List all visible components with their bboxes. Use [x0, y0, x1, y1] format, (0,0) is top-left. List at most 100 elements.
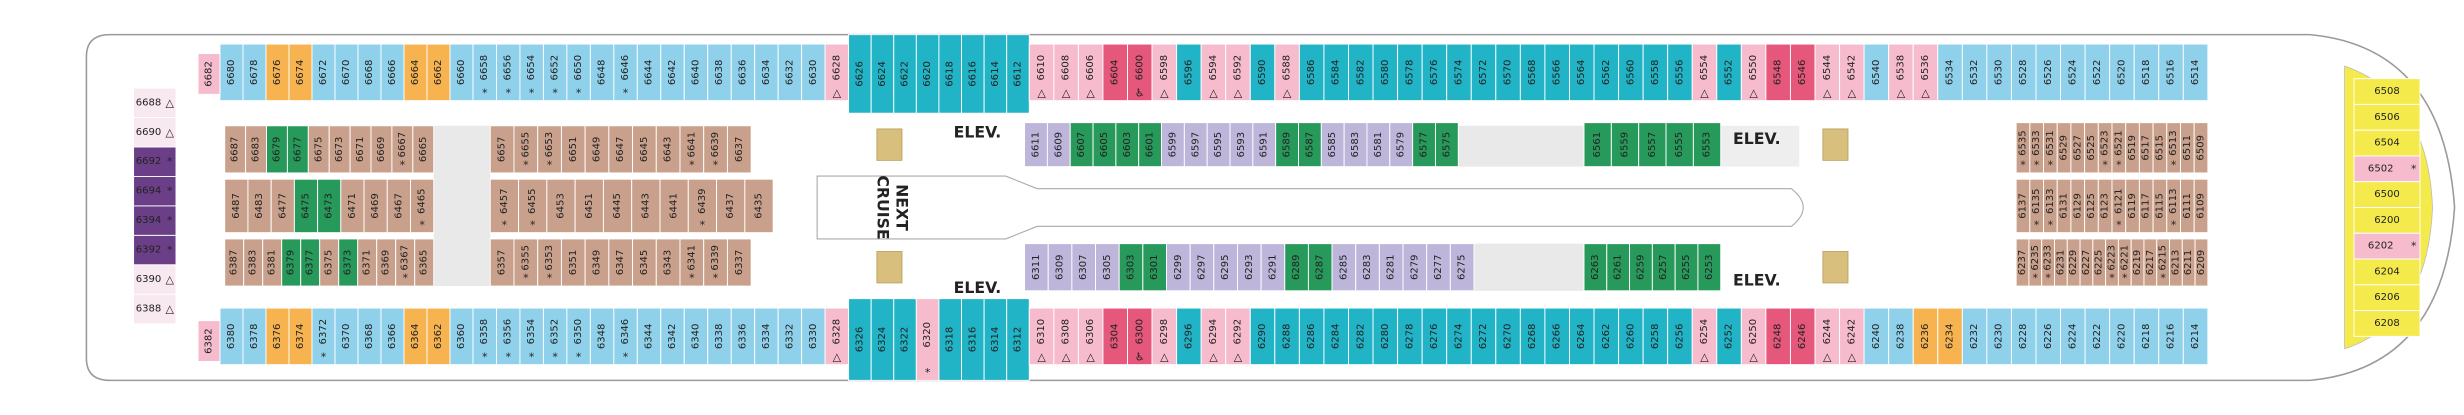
cabin-number: 6123	[2100, 193, 2111, 219]
cabin	[2010, 307, 2037, 366]
cabin-number: 6609	[1053, 132, 1064, 158]
cabin-number: 6253	[1704, 254, 1715, 280]
cabin-number: 6577	[1419, 132, 1430, 158]
cabin-number: 6262	[1601, 324, 1612, 350]
cabin-number: 6586	[1306, 60, 1317, 86]
cabin-number: 6328	[831, 319, 842, 345]
cabin	[2194, 238, 2209, 287]
cabin-number: 6599	[1167, 132, 1178, 158]
cabin-number: 6314	[990, 327, 1001, 353]
cabin-number: 6534	[1945, 60, 1956, 86]
cabin-number: 6636	[737, 60, 748, 86]
cabin-number: 6645	[639, 137, 650, 163]
cabin-number: 6660	[456, 60, 467, 86]
cabin-number: 6237	[2017, 250, 2028, 276]
cabin	[1697, 243, 1722, 292]
cabin-number: 6630	[808, 60, 819, 86]
cabin-number: 6307	[1078, 254, 1089, 280]
cabin-number: 6546	[1797, 60, 1808, 86]
cabin-symbol: *	[2033, 272, 2039, 285]
cabin-number: 6531	[2045, 130, 2056, 156]
cabin-symbol: *	[529, 86, 535, 99]
cabin-number: 6643	[663, 137, 674, 163]
cabin-number: 6387	[229, 250, 240, 276]
cabin	[197, 320, 221, 362]
cabin-number: 6371	[362, 250, 373, 276]
cabin	[1814, 43, 1841, 102]
cabin	[133, 234, 177, 266]
cabin-number: 6637	[734, 137, 745, 163]
cabin	[726, 238, 752, 287]
cabin	[1519, 43, 1546, 102]
cabin-symbol: *	[552, 350, 558, 363]
cabin-number: 6250	[1748, 319, 1759, 345]
cabin	[726, 125, 752, 174]
cabin-number: 6647	[615, 137, 626, 163]
cabin-number: 6218	[2141, 324, 2152, 350]
cabin-number: 6373	[343, 250, 354, 276]
cabin-number: 6559	[1620, 132, 1631, 158]
cabin-number: 6538	[1895, 55, 1906, 81]
cabin-number: 6475	[300, 193, 311, 219]
cabin-number: 6453	[556, 193, 567, 219]
cabin-number: 6544	[1822, 55, 1833, 81]
cabin-number: 6135	[2031, 188, 2042, 214]
cabin-number: 6111	[2182, 193, 2193, 219]
cabin	[1765, 43, 1791, 102]
cabin-number: 6263	[1590, 254, 1601, 280]
cabin-number: 6208	[2374, 318, 2400, 329]
cabin	[1691, 43, 1718, 102]
cabin-number: 6598	[1159, 55, 1170, 81]
cabin-number: 6525	[2086, 135, 2097, 161]
stairs	[876, 251, 903, 284]
cabin-number: 6562	[1601, 60, 1612, 86]
cabin-number: 6318	[945, 327, 956, 353]
cabin	[1691, 307, 1718, 366]
cabin-symbol: △	[1086, 86, 1095, 99]
cabin	[1692, 122, 1722, 168]
cabin-number: 6240	[1871, 324, 1882, 350]
cabin-number: 6680	[226, 60, 237, 86]
cabin	[1863, 43, 1890, 102]
cabin-number: 6587	[1304, 132, 1315, 158]
cabin-number: 6294	[1208, 319, 1219, 345]
cabin	[1665, 122, 1694, 168]
cabin-number: 6610	[1036, 55, 1047, 81]
cabin	[2353, 155, 2421, 183]
cabin-symbol: △	[1700, 350, 1709, 363]
cabin-symbol: *	[2411, 162, 2417, 175]
cabin-number: 6435	[754, 193, 765, 219]
cabin-number: 6238	[1895, 324, 1906, 350]
cabin-number: 6552	[1724, 60, 1735, 86]
cabin-number: 6616	[967, 61, 978, 87]
cabin-symbol: *	[402, 272, 408, 285]
cabin-number: 6381	[267, 250, 278, 276]
cabin-number: 6213	[2170, 250, 2181, 276]
cabin	[546, 178, 576, 234]
cabin-number: 6521	[2113, 130, 2124, 156]
cabin-number: 6566	[1552, 60, 1563, 86]
cabin-number: 6676	[272, 60, 283, 86]
cabin-symbol: △	[1700, 86, 1709, 99]
cabin	[1127, 43, 1153, 102]
cabin-number: 6469	[370, 193, 381, 219]
cabin-number: 6580	[1380, 60, 1391, 86]
cabin-number: 6673	[334, 137, 345, 163]
cabin	[1053, 43, 1079, 102]
cabin-symbol: *	[925, 366, 931, 379]
cabin	[2133, 43, 2160, 102]
cabin-number: 6303	[1126, 254, 1137, 280]
cabin	[133, 293, 177, 325]
cabin-number: 6216	[2166, 324, 2177, 350]
cabin-number: 6677	[292, 137, 303, 163]
cabin-number: 6632	[784, 60, 795, 86]
cabin	[1667, 43, 1693, 102]
cabin-symbol: △	[833, 86, 842, 99]
cabin-number: 6348	[597, 324, 608, 350]
cabin-number: 6306	[1085, 319, 1096, 345]
cabin	[2193, 122, 2209, 174]
cabin-number: 6513	[2168, 130, 2179, 156]
cabin-symbol: *	[576, 350, 582, 363]
cabin-symbol: △	[165, 273, 174, 286]
corridor	[433, 125, 491, 287]
